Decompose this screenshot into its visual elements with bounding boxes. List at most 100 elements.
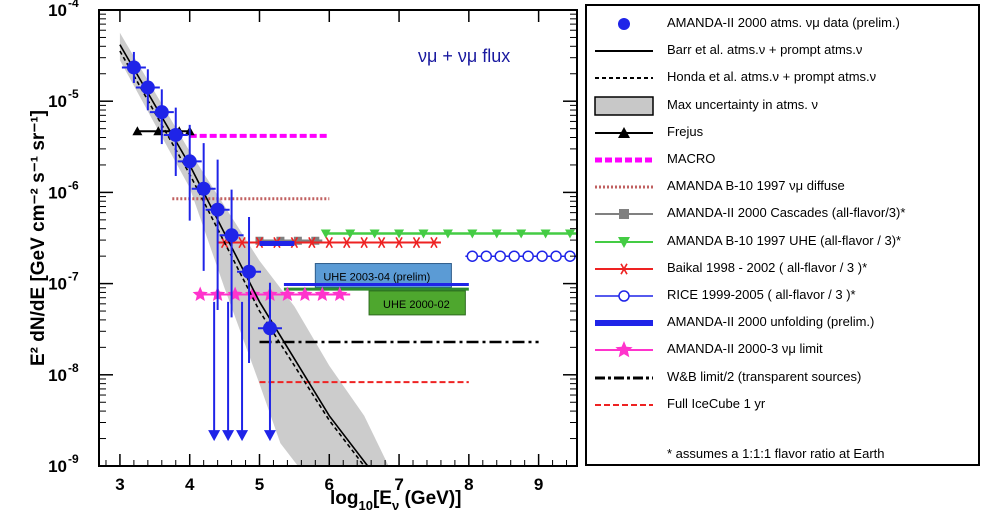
legend-label: Full IceCube 1 yr: [667, 395, 766, 411]
legend-item: Full IceCube 1 yr: [587, 393, 978, 417]
legend-item: AMANDA B-10 1997 UHE (all-flavor / 3)*: [587, 230, 978, 254]
legend-mark: [618, 126, 630, 138]
baikal-marker-stroke: [430, 236, 438, 249]
data-point: [210, 202, 225, 217]
cascades-marker: [311, 236, 320, 245]
baikal-marker-stroke: [325, 236, 333, 249]
uhe-2000-box: [368, 290, 466, 316]
legend-symbol: [595, 157, 653, 163]
legend-item: AMANDA B-10 1997 νμ diffuse: [587, 175, 978, 199]
y-tick-label: 10: [48, 92, 67, 111]
x-tick-label: 9: [534, 475, 543, 494]
baikal-marker-stroke: [377, 236, 386, 249]
baikal-marker-stroke: [238, 236, 246, 249]
legend-mark: [619, 209, 629, 220]
y-tick-label: 10: [48, 275, 67, 294]
y-tick-exponent: -4: [68, 0, 79, 10]
legend-label: Max uncertainty in atms. ν: [667, 96, 818, 112]
legend-item: AMANDA-II 2000-3 νμ limit: [587, 338, 978, 362]
y-tick-label: 10: [48, 183, 67, 202]
amanda-limit-marker: [314, 286, 330, 301]
rice-marker: [480, 250, 493, 262]
legend-mark: [620, 263, 628, 275]
baikal-marker: [305, 236, 318, 249]
legend-item: Max uncertainty in atms. ν: [587, 94, 978, 118]
baikal-marker: [427, 236, 440, 249]
baikal-marker: [236, 236, 249, 249]
legend-mark: [615, 341, 633, 358]
frejus-marker: [132, 126, 143, 136]
baikal-marker-stroke: [412, 236, 421, 249]
legend-symbol: [595, 185, 653, 189]
y-tick-label: 10: [48, 366, 67, 385]
rice-marker: [494, 250, 506, 262]
legend-mark: [618, 18, 630, 30]
y-tick-exponent: -8: [68, 361, 79, 375]
amanda-uhe-marker: [345, 229, 356, 239]
y-tick-label: 10: [48, 457, 67, 476]
legend-symbol: [595, 290, 653, 302]
cascades-marker: [276, 236, 285, 245]
amanda-uhe-marker: [369, 229, 380, 239]
y-tick-exponent: -9: [68, 452, 79, 466]
data-point: [168, 127, 183, 142]
baikal-marker: [340, 236, 353, 249]
amanda-limit-marker: [279, 286, 295, 301]
legend-item: MACRO: [587, 148, 978, 172]
legend: * assumes a 1:1:1 flavor ratio at Earth …: [585, 4, 980, 466]
legend-label: AMANDA B-10 1997 νμ diffuse: [667, 178, 845, 194]
honda-model-line: [119, 50, 365, 467]
y-tick-exponent: -5: [68, 87, 79, 101]
legend-mark: [594, 95, 654, 116]
amanda-uhe-marker: [320, 229, 331, 239]
upper-limit-arrow: [222, 430, 235, 442]
legend-item: Honda et al. atms.ν + prompt atms.ν: [587, 66, 978, 90]
baikal-marker: [375, 236, 388, 249]
legend-item: AMANDA-II 2000 Cascades (all-flavor/3)*: [587, 202, 978, 226]
amanda-uhe-marker: [565, 229, 576, 239]
legend-symbol: [595, 403, 653, 406]
amanda-uhe-marker: [516, 229, 527, 239]
data-point: [242, 264, 257, 279]
barr-model-line: [119, 44, 369, 467]
data-point: [140, 80, 155, 95]
amanda-uhe-marker: [491, 229, 502, 239]
rice-marker: [466, 250, 479, 262]
x-tick-label: 8: [464, 475, 473, 494]
amanda-uhe-marker: [418, 229, 429, 239]
upper-limit-arrow: [236, 430, 249, 442]
legend-symbol: [595, 341, 653, 358]
cascades-marker: [293, 236, 302, 245]
legend-item: AMANDA-II 2000 atms. νμ data (prelim.): [587, 12, 978, 36]
legend-label: Frejus: [667, 123, 704, 139]
legend-item: W&B limit/2 (transparent sources): [587, 366, 978, 390]
legend-label: Barr et al. atms.ν + prompt atms.ν: [667, 42, 863, 58]
x-axis-label: log10[Eν (GeV)]: [330, 488, 461, 513]
uncertainty-band: [119, 32, 389, 467]
flux-annotation: νμ + νμ flux: [418, 46, 510, 66]
y-tick-label: 10: [48, 1, 67, 20]
legend-symbol: [595, 320, 653, 327]
amanda-limit-marker: [192, 286, 208, 301]
x-tick-label: 7: [394, 475, 403, 494]
amanda-limit-marker: [332, 286, 348, 301]
legend-item: AMANDA-II 2000 unfolding (prelim.): [587, 311, 978, 335]
x-tick-label: 3: [115, 475, 124, 494]
y-tick-exponent: -6: [68, 178, 79, 192]
baikal-marker: [410, 236, 423, 249]
legend-label: W&B limit/2 (transparent sources): [667, 368, 862, 384]
baikal-marker-stroke: [343, 236, 351, 249]
legend-label: AMANDA-II 2000 Cascades (all-flavor/3)*: [667, 205, 906, 221]
data-point: [182, 154, 197, 169]
legend-item: Frejus: [587, 121, 978, 145]
baikal-marker: [393, 236, 406, 249]
upper-limit-arrow: [263, 430, 276, 442]
uhe-2003-label: UHE 2003-04 (prelim): [323, 272, 430, 284]
amanda-uhe-marker: [540, 229, 551, 239]
legend-symbol: [595, 263, 653, 275]
legend-item: Barr et al. atms.ν + prompt atms.ν: [587, 39, 978, 63]
legend-label: AMANDA-II 2000 atms. νμ data (prelim.): [667, 15, 900, 30]
legend-symbol: [595, 77, 653, 80]
x-tick-label: 6: [325, 475, 334, 494]
